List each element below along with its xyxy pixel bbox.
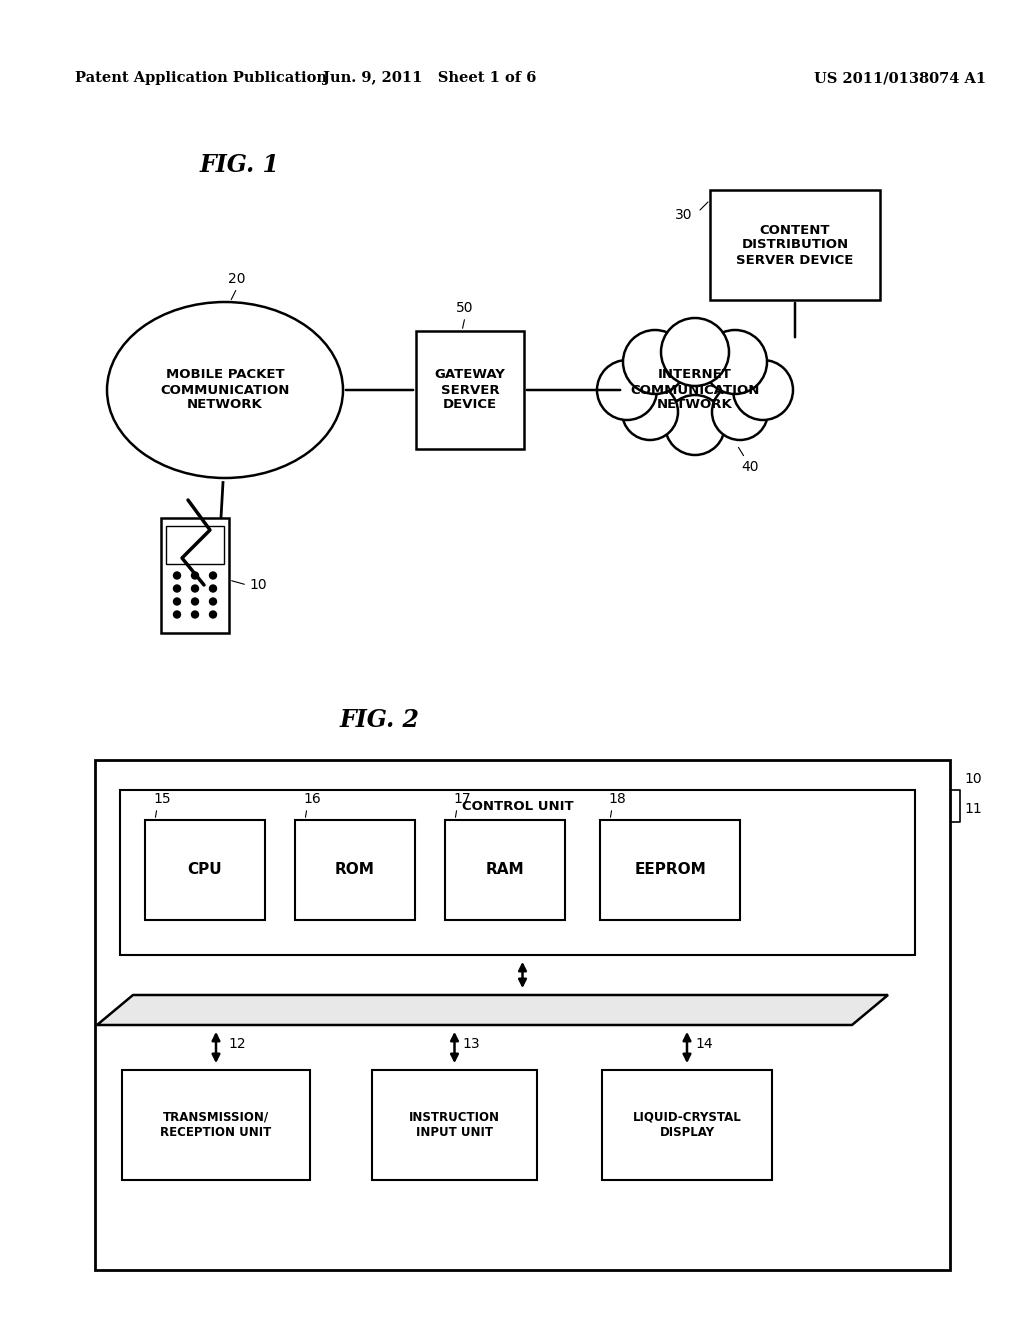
Text: ROM: ROM: [335, 862, 375, 878]
Circle shape: [622, 384, 678, 440]
Text: 30: 30: [675, 209, 692, 222]
Text: INSTRUCTION
INPUT UNIT: INSTRUCTION INPUT UNIT: [409, 1111, 500, 1139]
Text: CONTENT
DISTRIBUTION
SERVER DEVICE: CONTENT DISTRIBUTION SERVER DEVICE: [736, 223, 854, 267]
Circle shape: [210, 572, 216, 579]
Circle shape: [210, 611, 216, 618]
Polygon shape: [97, 995, 888, 1026]
Text: US 2011/0138074 A1: US 2011/0138074 A1: [814, 71, 986, 84]
Bar: [445, 820, 565, 920]
Text: 15: 15: [153, 792, 171, 807]
Circle shape: [665, 395, 725, 455]
Circle shape: [173, 572, 180, 579]
Text: 20: 20: [228, 272, 246, 286]
Circle shape: [191, 585, 199, 591]
Circle shape: [191, 598, 199, 605]
Circle shape: [210, 598, 216, 605]
Text: INTERNET
COMMUNICATION
NETWORK: INTERNET COMMUNICATION NETWORK: [631, 368, 760, 412]
Text: GATEWAY
SERVER
DEVICE: GATEWAY SERVER DEVICE: [434, 368, 506, 412]
Text: FIG. 1: FIG. 1: [200, 153, 280, 177]
Text: TRANSMISSION/
RECEPTION UNIT: TRANSMISSION/ RECEPTION UNIT: [161, 1111, 271, 1139]
Bar: [372, 1071, 537, 1180]
Text: FIG. 2: FIG. 2: [340, 708, 420, 733]
Text: LIQUID-CRYSTAL
DISPLAY: LIQUID-CRYSTAL DISPLAY: [633, 1111, 741, 1139]
Bar: [416, 331, 524, 449]
Ellipse shape: [106, 302, 343, 478]
Text: CPU: CPU: [187, 862, 222, 878]
Text: 14: 14: [695, 1038, 713, 1051]
Circle shape: [662, 318, 729, 385]
Circle shape: [191, 611, 199, 618]
Circle shape: [712, 384, 768, 440]
Text: EEPROM: EEPROM: [634, 862, 706, 878]
Text: 50: 50: [457, 301, 474, 315]
Bar: [166, 525, 224, 564]
Bar: [122, 1071, 310, 1180]
Circle shape: [191, 572, 199, 579]
Text: 12: 12: [228, 1038, 246, 1051]
Circle shape: [623, 330, 687, 393]
Text: 11: 11: [964, 803, 982, 816]
Bar: [602, 1071, 772, 1180]
Text: 40: 40: [741, 459, 759, 474]
Circle shape: [173, 585, 180, 591]
Bar: [295, 820, 415, 920]
Text: CONTROL UNIT: CONTROL UNIT: [462, 800, 573, 813]
Bar: [120, 789, 915, 954]
Text: 18: 18: [608, 792, 626, 807]
Bar: [161, 517, 229, 632]
Circle shape: [733, 360, 793, 420]
Text: 16: 16: [303, 792, 321, 807]
Circle shape: [597, 360, 657, 420]
Text: 13: 13: [463, 1038, 480, 1051]
Circle shape: [173, 611, 180, 618]
Circle shape: [210, 585, 216, 591]
Text: 10: 10: [249, 578, 266, 591]
Text: 10: 10: [964, 772, 982, 785]
Bar: [600, 820, 740, 920]
Bar: [710, 190, 880, 300]
Bar: [145, 820, 265, 920]
Text: MOBILE PACKET
COMMUNICATION
NETWORK: MOBILE PACKET COMMUNICATION NETWORK: [161, 368, 290, 412]
Text: RAM: RAM: [485, 862, 524, 878]
Circle shape: [703, 330, 767, 393]
Text: Patent Application Publication: Patent Application Publication: [75, 71, 327, 84]
Text: 17: 17: [453, 792, 471, 807]
Text: Jun. 9, 2011   Sheet 1 of 6: Jun. 9, 2011 Sheet 1 of 6: [324, 71, 537, 84]
Circle shape: [173, 598, 180, 605]
Bar: [95, 760, 950, 1270]
